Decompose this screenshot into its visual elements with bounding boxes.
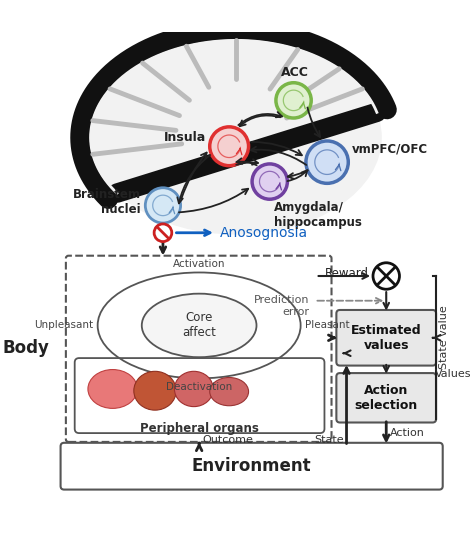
- Text: Reward: Reward: [325, 267, 369, 280]
- Ellipse shape: [88, 369, 137, 408]
- Circle shape: [373, 263, 400, 289]
- Text: Outcome: Outcome: [203, 434, 254, 445]
- Circle shape: [252, 164, 287, 199]
- Circle shape: [146, 188, 181, 223]
- Text: ACC: ACC: [282, 66, 309, 79]
- FancyBboxPatch shape: [337, 310, 436, 366]
- Ellipse shape: [210, 378, 248, 406]
- Circle shape: [154, 224, 172, 242]
- Ellipse shape: [174, 371, 213, 407]
- Text: Deactivation: Deactivation: [166, 382, 232, 392]
- Text: Action
selection: Action selection: [355, 384, 418, 412]
- Text: Estimated
values: Estimated values: [351, 324, 421, 352]
- FancyBboxPatch shape: [66, 256, 331, 442]
- Text: Unpleasant: Unpleasant: [34, 321, 93, 330]
- Text: Activation: Activation: [173, 259, 225, 269]
- Circle shape: [210, 127, 248, 166]
- Ellipse shape: [91, 40, 382, 235]
- Circle shape: [276, 83, 311, 118]
- Ellipse shape: [142, 294, 256, 357]
- Text: Values: Values: [435, 369, 472, 379]
- Ellipse shape: [134, 371, 176, 410]
- Text: Action: Action: [390, 428, 425, 438]
- Text: Brainstem
nuclei: Brainstem nuclei: [73, 188, 141, 216]
- FancyBboxPatch shape: [61, 443, 443, 490]
- Text: Environment: Environment: [192, 457, 311, 475]
- Text: Amygdala/
hippocampus: Amygdala/ hippocampus: [274, 201, 362, 229]
- Text: vmPFC/OFC: vmPFC/OFC: [352, 142, 428, 155]
- Text: Insula: Insula: [164, 131, 206, 144]
- Text: State: State: [314, 434, 344, 445]
- Text: State value: State value: [439, 305, 449, 369]
- FancyBboxPatch shape: [337, 373, 436, 423]
- Circle shape: [306, 141, 348, 183]
- Text: Body: Body: [2, 339, 49, 357]
- Text: Anosognosia: Anosognosia: [219, 226, 308, 240]
- Text: Prediction
error: Prediction error: [254, 295, 309, 317]
- Text: Core
affect: Core affect: [182, 311, 216, 339]
- Text: Pleasant: Pleasant: [305, 321, 350, 330]
- Text: Peripheral organs: Peripheral organs: [140, 422, 259, 434]
- FancyBboxPatch shape: [75, 358, 325, 433]
